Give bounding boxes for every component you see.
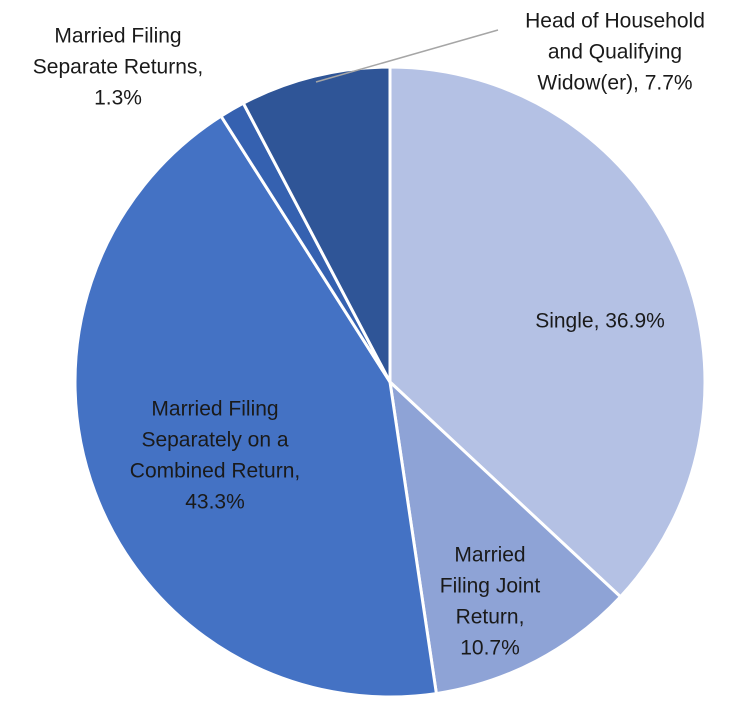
pie-slice [73, 114, 438, 699]
data-label: Married Filing [54, 25, 181, 48]
data-label: Combined Return, [130, 460, 300, 483]
pie-slice [388, 65, 707, 599]
data-label: Return, [456, 606, 525, 629]
data-label: Single, 36.9% [535, 310, 665, 333]
pie-slice [388, 380, 622, 696]
data-label: Married Filing [151, 398, 278, 421]
data-label: 1.3% [94, 87, 142, 110]
data-label: 10.7% [460, 637, 520, 660]
data-label: 43.3% [185, 491, 245, 514]
slices [73, 65, 707, 699]
leader-line [315, 29, 499, 83]
data-label: Widow(er), 7.7% [537, 72, 692, 95]
data-label: Separately on a [141, 429, 288, 452]
labels: Single, 36.9% Married Filing Joint Return, 1… [33, 10, 705, 660]
data-label: Filing Joint [440, 575, 541, 598]
data-label: Separate Returns, [33, 56, 203, 79]
data-label: Head of Household [525, 10, 705, 33]
data-label: Married [454, 544, 525, 567]
pie-slice [241, 65, 392, 384]
data-label: and Qualifying [548, 41, 682, 64]
